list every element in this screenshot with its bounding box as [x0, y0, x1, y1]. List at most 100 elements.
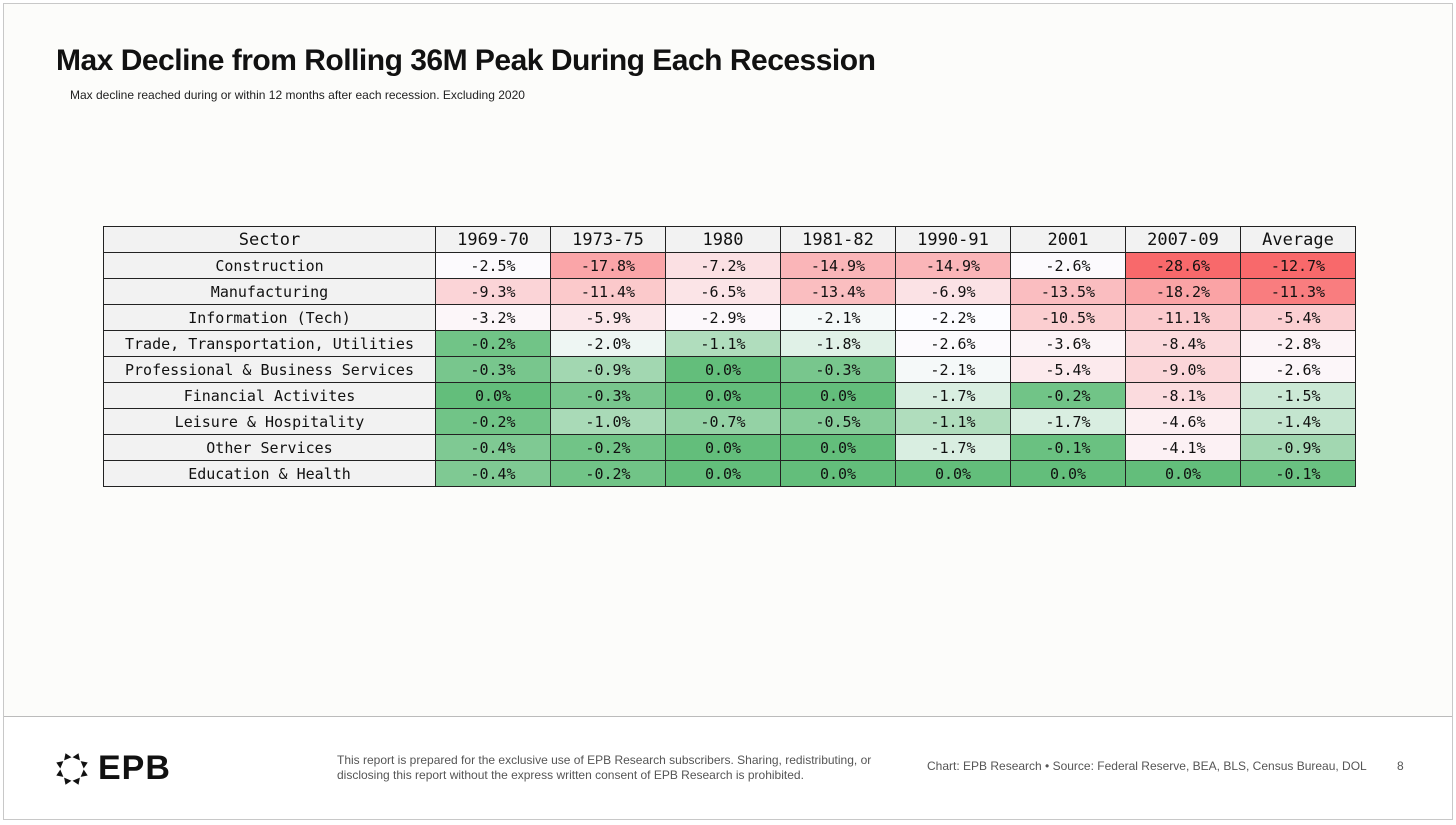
page-subtitle: Max decline reached during or within 12 … — [70, 88, 525, 102]
heatmap-cell: -1.1% — [895, 408, 1011, 435]
logo-triangle — [56, 769, 64, 777]
sector-label: Other Services — [103, 434, 436, 461]
logo-triangle — [56, 760, 64, 768]
logo-triangle — [72, 777, 80, 785]
star-ring-icon — [56, 752, 88, 785]
heatmap-cell: -2.6% — [895, 330, 1011, 357]
table-row: Manufacturing -9.3% -11.4% -6.5% -13.4% -6.9%… — [103, 278, 1356, 305]
heatmap-cell: -1.0% — [550, 408, 666, 435]
logo-text: EPB — [98, 749, 171, 787]
heatmap-cell: -0.1% — [1010, 434, 1126, 461]
heatmap-cell: -13.4% — [780, 278, 896, 305]
table-row: Leisure & Hospitality -0.2% -1.0% -0.7% -0.5… — [103, 408, 1356, 435]
table-row: Other Services -0.4% -0.2% 0.0% 0.0% -1.7% -0.… — [103, 434, 1356, 461]
column-header: 2001 — [1010, 226, 1126, 253]
heatmap-cell: -0.9% — [1240, 434, 1356, 461]
sector-label: Leisure & Hospitality — [103, 408, 436, 435]
column-header: 1981-82 — [780, 226, 896, 253]
heatmap-cell: -4.1% — [1125, 434, 1241, 461]
heatmap-cell: 0.0% — [895, 460, 1011, 487]
heatmap-cell: -1.7% — [895, 382, 1011, 409]
heatmap-cell: -3.2% — [435, 304, 551, 331]
heatmap-cell: 0.0% — [1010, 460, 1126, 487]
logo-triangle — [80, 760, 88, 768]
sector-label: Information (Tech) — [103, 304, 436, 331]
logo-triangle — [64, 777, 72, 785]
column-header: 1969-70 — [435, 226, 551, 253]
heatmap-cell: 0.0% — [780, 382, 896, 409]
heatmap-cell: 0.0% — [665, 434, 781, 461]
heatmap-cell: 0.0% — [665, 460, 781, 487]
page-title: Max Decline from Rolling 36M Peak During… — [56, 44, 876, 77]
heatmap-cell: -18.2% — [1125, 278, 1241, 305]
logo-triangle — [64, 752, 72, 760]
table-body: Construction -2.5% -17.8% -7.2% -14.9% -14.9%… — [103, 252, 1356, 487]
heatmap-cell: -1.5% — [1240, 382, 1356, 409]
heatmap-cell: -9.0% — [1125, 356, 1241, 383]
heatmap-cell: -0.9% — [550, 356, 666, 383]
heatmap-cell: -5.4% — [1010, 356, 1126, 383]
heatmap-cell: -1.4% — [1240, 408, 1356, 435]
table-row: Construction -2.5% -17.8% -7.2% -14.9% -14.9%… — [103, 252, 1356, 279]
table-row: Financial Activites 0.0% -0.3% 0.0% 0.0% -1.7… — [103, 382, 1356, 409]
heatmap-cell: -11.3% — [1240, 278, 1356, 305]
heatmap-cell: -0.3% — [780, 356, 896, 383]
table-row: Professional & Business Services -0.3% -0.… — [103, 356, 1356, 383]
logo-triangle — [72, 752, 80, 760]
heatmap-cell: -0.3% — [550, 382, 666, 409]
column-header: Average — [1240, 226, 1356, 253]
heatmap-cell: -2.2% — [895, 304, 1011, 331]
heatmap-cell: -2.1% — [780, 304, 896, 331]
footer: EPB This report is prepared for the excl… — [4, 716, 1452, 819]
heatmap-cell: -8.4% — [1125, 330, 1241, 357]
heatmap-cell: -13.5% — [1010, 278, 1126, 305]
table-row: Information (Tech) -3.2% -5.9% -2.9% -2.1% -2… — [103, 304, 1356, 331]
heatmap-cell: -17.8% — [550, 252, 666, 279]
table-row: Trade, Transportation, Utilities -0.2% -2.… — [103, 330, 1356, 357]
heatmap-cell: -28.6% — [1125, 252, 1241, 279]
heatmap-cell: -2.0% — [550, 330, 666, 357]
column-header: 1980 — [665, 226, 781, 253]
heatmap-cell: 0.0% — [780, 460, 896, 487]
heatmap-cell: -0.4% — [435, 434, 551, 461]
heatmap-cell: -0.2% — [435, 408, 551, 435]
heatmap-cell: -0.2% — [550, 434, 666, 461]
heatmap-cell: -2.1% — [895, 356, 1011, 383]
sector-label: Trade, Transportation, Utilities — [103, 330, 436, 357]
heatmap-cell: -1.7% — [895, 434, 1011, 461]
heatmap-cell: -0.5% — [780, 408, 896, 435]
heatmap-cell: -0.2% — [435, 330, 551, 357]
heatmap-cell: -2.6% — [1010, 252, 1126, 279]
heatmap-cell: -0.3% — [435, 356, 551, 383]
heatmap-cell: 0.0% — [435, 382, 551, 409]
heatmap-cell: -1.7% — [1010, 408, 1126, 435]
column-header: 2007-09 — [1125, 226, 1241, 253]
heatmap-cell: -11.4% — [550, 278, 666, 305]
heatmap-cell: -0.2% — [1010, 382, 1126, 409]
heatmap-cell: -10.5% — [1010, 304, 1126, 331]
column-header: 1990-91 — [895, 226, 1011, 253]
heatmap-cell: -14.9% — [780, 252, 896, 279]
heatmap-cell: -0.1% — [1240, 460, 1356, 487]
heatmap-cell: -1.8% — [780, 330, 896, 357]
sector-label: Professional & Business Services — [103, 356, 436, 383]
heatmap-cell: -2.8% — [1240, 330, 1356, 357]
heatmap-cell: 0.0% — [665, 356, 781, 383]
heatmap-cell: -5.4% — [1240, 304, 1356, 331]
heatmap-cell: -11.1% — [1125, 304, 1241, 331]
heatmap-cell: -9.3% — [435, 278, 551, 305]
heatmap-cell: -6.5% — [665, 278, 781, 305]
column-header: 1973-75 — [550, 226, 666, 253]
heatmap-cell: -0.7% — [665, 408, 781, 435]
heatmap-cell: -12.7% — [1240, 252, 1356, 279]
heatmap-cell: -5.9% — [550, 304, 666, 331]
header-row: Sector 1969-70 1973-75 1980 1981-82 1990-91 2… — [103, 226, 1356, 253]
epb-logo: EPB — [54, 749, 171, 788]
table-row: Education & Health -0.4% -0.2% 0.0% 0.0% 0.0%… — [103, 460, 1356, 487]
heatmap-cell: 0.0% — [665, 382, 781, 409]
heatmap-cell: 0.0% — [1125, 460, 1241, 487]
heatmap-cell: 0.0% — [780, 434, 896, 461]
heatmap-cell: -6.9% — [895, 278, 1011, 305]
sector-label: Manufacturing — [103, 278, 436, 305]
header-sector: Sector — [103, 226, 436, 253]
